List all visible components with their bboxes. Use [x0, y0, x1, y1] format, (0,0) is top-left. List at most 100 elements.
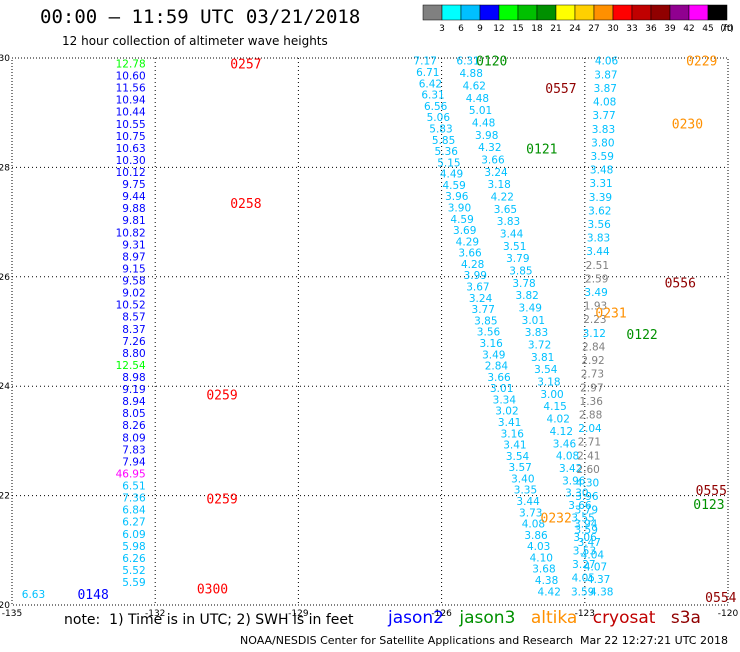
track1-value: 8.94	[122, 396, 146, 408]
track1-value: 10.12	[116, 167, 146, 179]
track2-value: 5.85	[432, 135, 455, 147]
track2-value: 4.38	[535, 575, 558, 587]
track1-value: 10.30	[116, 155, 146, 167]
legend-altika: altika	[530, 608, 578, 628]
track2-value: 3.24	[469, 293, 493, 305]
colorbar-tick: 39	[664, 24, 676, 34]
y-tick-label: 30	[0, 54, 10, 64]
track1-value: 10.75	[116, 131, 146, 143]
track4-value: 2.84	[582, 341, 606, 353]
track4-value: 4.05	[572, 573, 595, 585]
colorbar-swatch-39	[650, 4, 671, 21]
track3-value: 4.04	[581, 549, 605, 561]
track1-value: 12.78	[116, 58, 146, 70]
track4-value: 1.36	[580, 396, 604, 408]
y-tick-label: 20	[0, 601, 10, 611]
track4-value: 3.77	[592, 110, 615, 122]
track1-value: 7.83	[122, 444, 145, 456]
track1-value: 6.26	[122, 553, 146, 565]
track1-value: 5.59	[122, 577, 145, 589]
track4-value: 3.56	[587, 219, 611, 231]
track4-value: 3.87	[594, 69, 617, 81]
track2-value: 2.84	[485, 361, 509, 373]
time-label: 0300	[197, 583, 228, 598]
track4-value: 3.83	[587, 233, 610, 245]
colorbar-tick: 30	[607, 24, 619, 34]
track4-value: 1.93	[584, 301, 607, 313]
track2-value: 3.34	[493, 394, 517, 406]
track1-value: 10.63	[116, 143, 146, 155]
track2-value: 4.03	[527, 541, 550, 553]
track3-value: 4.32	[478, 142, 501, 154]
track3-value: 4.37	[587, 574, 610, 586]
track3-value: 3.82	[515, 290, 538, 302]
colorbar-tick: 33	[626, 24, 637, 34]
track1-value: 8.80	[122, 348, 145, 360]
y-tick-label: 22	[0, 492, 10, 502]
track4-value: 2.23	[583, 314, 606, 326]
track3-value: 4.22	[491, 191, 514, 203]
track4-value: 3.96	[575, 491, 599, 503]
x-tick-label: -120	[718, 609, 739, 619]
track4-value: 3.59	[591, 151, 614, 163]
track1-value: 9.75	[122, 179, 145, 191]
track4-value: 2.59	[585, 273, 608, 285]
colorbar-tick: 42	[683, 24, 694, 34]
track1-value: 7.94	[122, 456, 146, 468]
track1-value: 9.02	[122, 288, 145, 300]
track1-value: 10.82	[116, 227, 146, 239]
track4-value: 4.08	[593, 97, 616, 109]
track3-value: 3.59	[575, 525, 598, 537]
time-label: 0557	[545, 82, 576, 97]
track2-value: 3.67	[466, 282, 489, 294]
track1-value: 8.97	[122, 251, 145, 263]
track3-value: 3.79	[506, 253, 529, 265]
track3-value: 3.83	[497, 216, 520, 228]
track1-value: 12.54	[116, 360, 146, 372]
track2-value: 3.40	[511, 473, 534, 485]
time-label: 0232	[541, 511, 572, 526]
track1-value: 8.98	[122, 372, 145, 384]
track4-value: 3.49	[584, 287, 607, 299]
track1-value: 5.52	[122, 565, 145, 577]
time-label: 0231	[595, 306, 626, 321]
track2-value: 4.29	[456, 236, 479, 248]
time-label: 0258	[230, 197, 261, 212]
track2-value: 6.31	[421, 90, 444, 102]
track1-value: 9.88	[122, 203, 145, 215]
colorbar-tick: 36	[645, 24, 657, 34]
track4-value: 2.71	[578, 437, 601, 449]
track2-value: 3.68	[532, 564, 555, 576]
track3-value: 3.00	[540, 389, 563, 401]
track2-value: 3.57	[508, 462, 531, 474]
track4-value: 3.80	[591, 137, 614, 149]
time-label: 0259	[206, 388, 237, 403]
track3-value: 5.01	[469, 105, 492, 117]
track3-value: 3.65	[494, 204, 517, 216]
track2-value: 4.28	[461, 259, 484, 271]
colorbar-swatch-70	[707, 4, 728, 21]
track3-value: 3.54	[534, 364, 558, 376]
track1-value: 11.56	[116, 83, 146, 95]
track3-value: 6.31	[456, 56, 479, 68]
track4-value: 2.51	[586, 260, 609, 272]
track3-value: 3.81	[531, 352, 554, 364]
track3-value: 3.51	[503, 241, 526, 253]
track2-value: 3.96	[445, 191, 469, 203]
track2-value: 5.15	[437, 157, 460, 169]
x-tick-label: -132	[145, 609, 165, 619]
track3-value: 4.88	[460, 68, 483, 80]
track2-value: 3.99	[464, 270, 487, 282]
track4-value: 3.48	[590, 165, 613, 177]
track2-value: 3.66	[458, 248, 482, 260]
track2-value: 3.41	[503, 440, 526, 452]
track4-value: 3.59	[571, 586, 594, 598]
track2-value: 4.10	[530, 552, 553, 564]
track3-value: 4.08	[556, 451, 579, 463]
track1-value: 6.27	[122, 517, 145, 529]
time-label: 0257	[230, 57, 261, 72]
track3-value: 3.42	[559, 463, 582, 475]
track2-value: 4.08	[522, 519, 545, 531]
x-tick-label: -126	[431, 609, 452, 619]
track4-value: 3.53	[573, 546, 596, 558]
